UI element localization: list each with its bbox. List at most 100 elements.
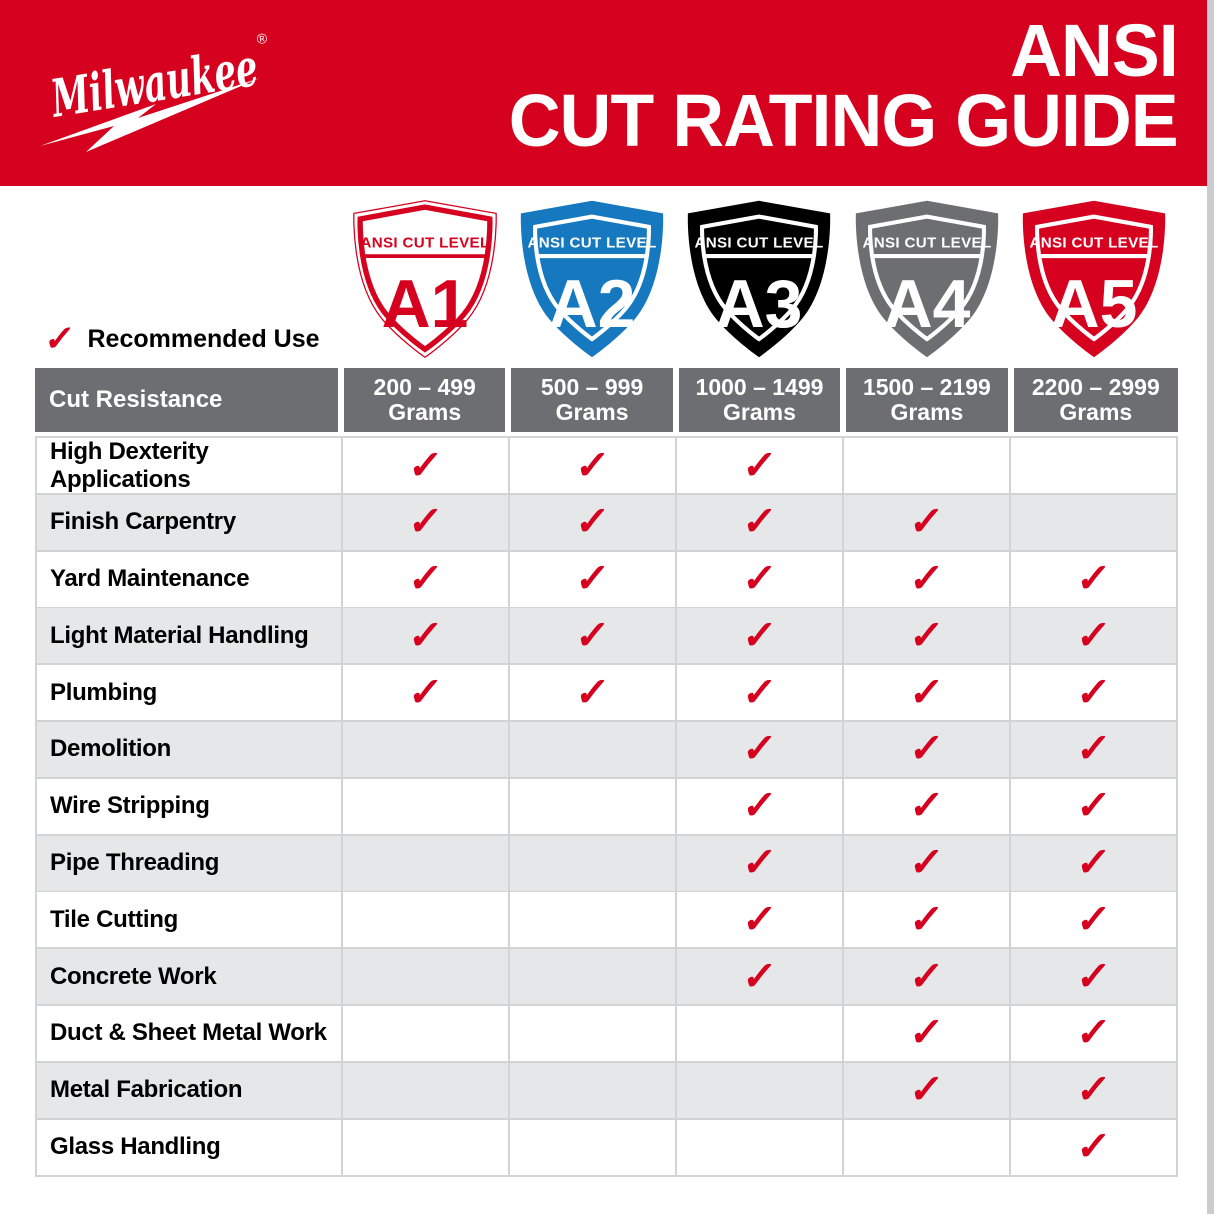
row-label: High Dexterity Applications xyxy=(37,438,341,493)
table-cell: ✓ xyxy=(843,835,1009,891)
cut-level-badge-a4: ANSI CUT LEVEL A4 xyxy=(843,186,1010,368)
table-cell xyxy=(843,1119,1009,1175)
table-cell xyxy=(676,1119,842,1175)
shield-band-label: ANSI CUT LEVEL xyxy=(695,234,824,251)
table-cell xyxy=(509,892,675,948)
shield-level-label: A2 xyxy=(549,266,636,342)
table-cell: ✓ xyxy=(676,608,842,664)
check-icon: ✓ xyxy=(407,613,444,658)
table-cell: ✓ xyxy=(342,494,508,550)
table-cell: ✓ xyxy=(843,665,1009,721)
table-cell: ✓ xyxy=(1010,665,1176,721)
table-cell xyxy=(342,1119,508,1175)
check-icon: ✓ xyxy=(1075,841,1112,886)
table-cell: ✓ xyxy=(1010,608,1176,664)
shield-level-label: A1 xyxy=(381,266,468,342)
row-label: Plumbing xyxy=(37,665,341,721)
column-header-gram-range: 2200 – 2999 Grams xyxy=(1013,368,1178,432)
table-cell: ✓ xyxy=(1010,835,1176,891)
table-cell xyxy=(509,778,675,834)
table-cell: ✓ xyxy=(676,949,842,1005)
row-label: Metal Fabrication xyxy=(37,1062,341,1118)
table-cell: ✓ xyxy=(1010,949,1176,1005)
check-icon: ✓ xyxy=(908,784,945,829)
gram-unit: Grams xyxy=(723,399,796,425)
table-cell: ✓ xyxy=(1010,892,1176,948)
table-cell: ✓ xyxy=(676,551,842,607)
table-cell: ✓ xyxy=(1010,1119,1176,1175)
shield-graphic-a3: ANSI CUT LEVEL A3 xyxy=(688,200,831,358)
gram-unit: Grams xyxy=(1059,399,1133,425)
check-icon: ✓ xyxy=(574,443,611,488)
cut-level-badges: ✓ Recommended Use ANSI CUT LEVEL A1 ANSI … xyxy=(35,186,1178,368)
check-icon: ✓ xyxy=(1075,1011,1112,1056)
check-icon: ✓ xyxy=(908,1011,945,1056)
shield-graphic-a2: ANSI CUT LEVEL A2 xyxy=(520,200,664,358)
cut-level-badge-a1: ANSI CUT LEVEL A1 xyxy=(341,186,508,368)
row-label: Duct & Sheet Metal Work xyxy=(37,1005,341,1061)
table-cell xyxy=(342,721,508,777)
table-cell xyxy=(342,835,508,891)
table-cell: ✓ xyxy=(1010,551,1176,607)
shield-graphic-a4: ANSI CUT LEVEL A4 xyxy=(855,200,999,358)
table-cell xyxy=(509,1005,675,1061)
check-icon: ✓ xyxy=(574,557,611,602)
table-cell xyxy=(676,1005,842,1061)
gram-unit: Grams xyxy=(555,399,629,425)
legend-label: Recommended Use xyxy=(87,324,320,353)
lightning-bolt-icon xyxy=(40,78,260,152)
table-cell: ✓ xyxy=(676,665,842,721)
table-cell: ✓ xyxy=(1010,1062,1176,1118)
check-icon: ✓ xyxy=(1075,954,1112,999)
row-label: Pipe Threading xyxy=(37,835,341,891)
table-cell: ✓ xyxy=(509,665,675,721)
shield-level-label: A4 xyxy=(883,266,970,342)
shield-graphic-a5: ANSI CUT LEVEL A5 xyxy=(1023,200,1166,358)
check-icon: ✓ xyxy=(908,670,945,715)
table-cell xyxy=(509,1119,675,1175)
shield-graphic-a1: ANSI CUT LEVEL A1 xyxy=(352,200,497,358)
check-icon: ✓ xyxy=(908,500,945,545)
check-icon: ✓ xyxy=(574,670,611,715)
check-icon: ✓ xyxy=(741,784,778,829)
table-cell: ✓ xyxy=(1010,721,1176,777)
table-cell: ✓ xyxy=(509,494,675,550)
table-cell xyxy=(1010,438,1176,493)
shield-band-label: ANSI CUT LEVEL xyxy=(1030,234,1159,251)
table-cell: ✓ xyxy=(843,494,1009,550)
column-header-cut-resistance: Cut Resistance xyxy=(35,368,338,432)
cut-level-badge-a5: ANSI CUT LEVEL A5 xyxy=(1011,186,1178,368)
table-cell: ✓ xyxy=(509,551,675,607)
table-cell: ✓ xyxy=(342,608,508,664)
table-cell: ✓ xyxy=(843,892,1009,948)
table-cell: ✓ xyxy=(1010,1005,1176,1061)
check-icon: ✓ xyxy=(908,897,945,942)
gram-range: 2200 – 2999 xyxy=(1031,373,1160,400)
check-icon: ✓ xyxy=(1075,1125,1112,1170)
gram-range: 200 – 499 xyxy=(373,373,476,400)
table-cell: ✓ xyxy=(843,949,1009,1005)
page-edge-shadow xyxy=(1207,0,1214,1214)
shield-level-label: A3 xyxy=(716,266,803,342)
check-icon: ✓ xyxy=(574,613,611,658)
table-cell: ✓ xyxy=(509,608,675,664)
table-cell: ✓ xyxy=(676,494,842,550)
table-cell: ✓ xyxy=(843,1062,1009,1118)
shield-level-label: A5 xyxy=(1051,266,1138,342)
table-cell xyxy=(342,892,508,948)
table-cell xyxy=(843,438,1009,493)
table-header-row: Cut Resistance 200 – 499 Grams 500 – 999 Gr… xyxy=(35,368,1178,432)
check-icon: ✓ xyxy=(42,319,76,359)
check-icon: ✓ xyxy=(1075,1068,1112,1113)
gram-unit: Grams xyxy=(890,399,964,425)
table-cell xyxy=(509,949,675,1005)
table-cell xyxy=(509,1062,675,1118)
check-icon: ✓ xyxy=(741,841,778,886)
row-label: Finish Carpentry xyxy=(37,494,341,550)
check-icon: ✓ xyxy=(407,443,444,488)
check-icon: ✓ xyxy=(407,670,444,715)
gram-range: 500 – 999 xyxy=(540,373,644,400)
gram-unit: Grams xyxy=(388,399,462,425)
check-icon: ✓ xyxy=(574,500,611,545)
check-icon: ✓ xyxy=(741,727,778,772)
